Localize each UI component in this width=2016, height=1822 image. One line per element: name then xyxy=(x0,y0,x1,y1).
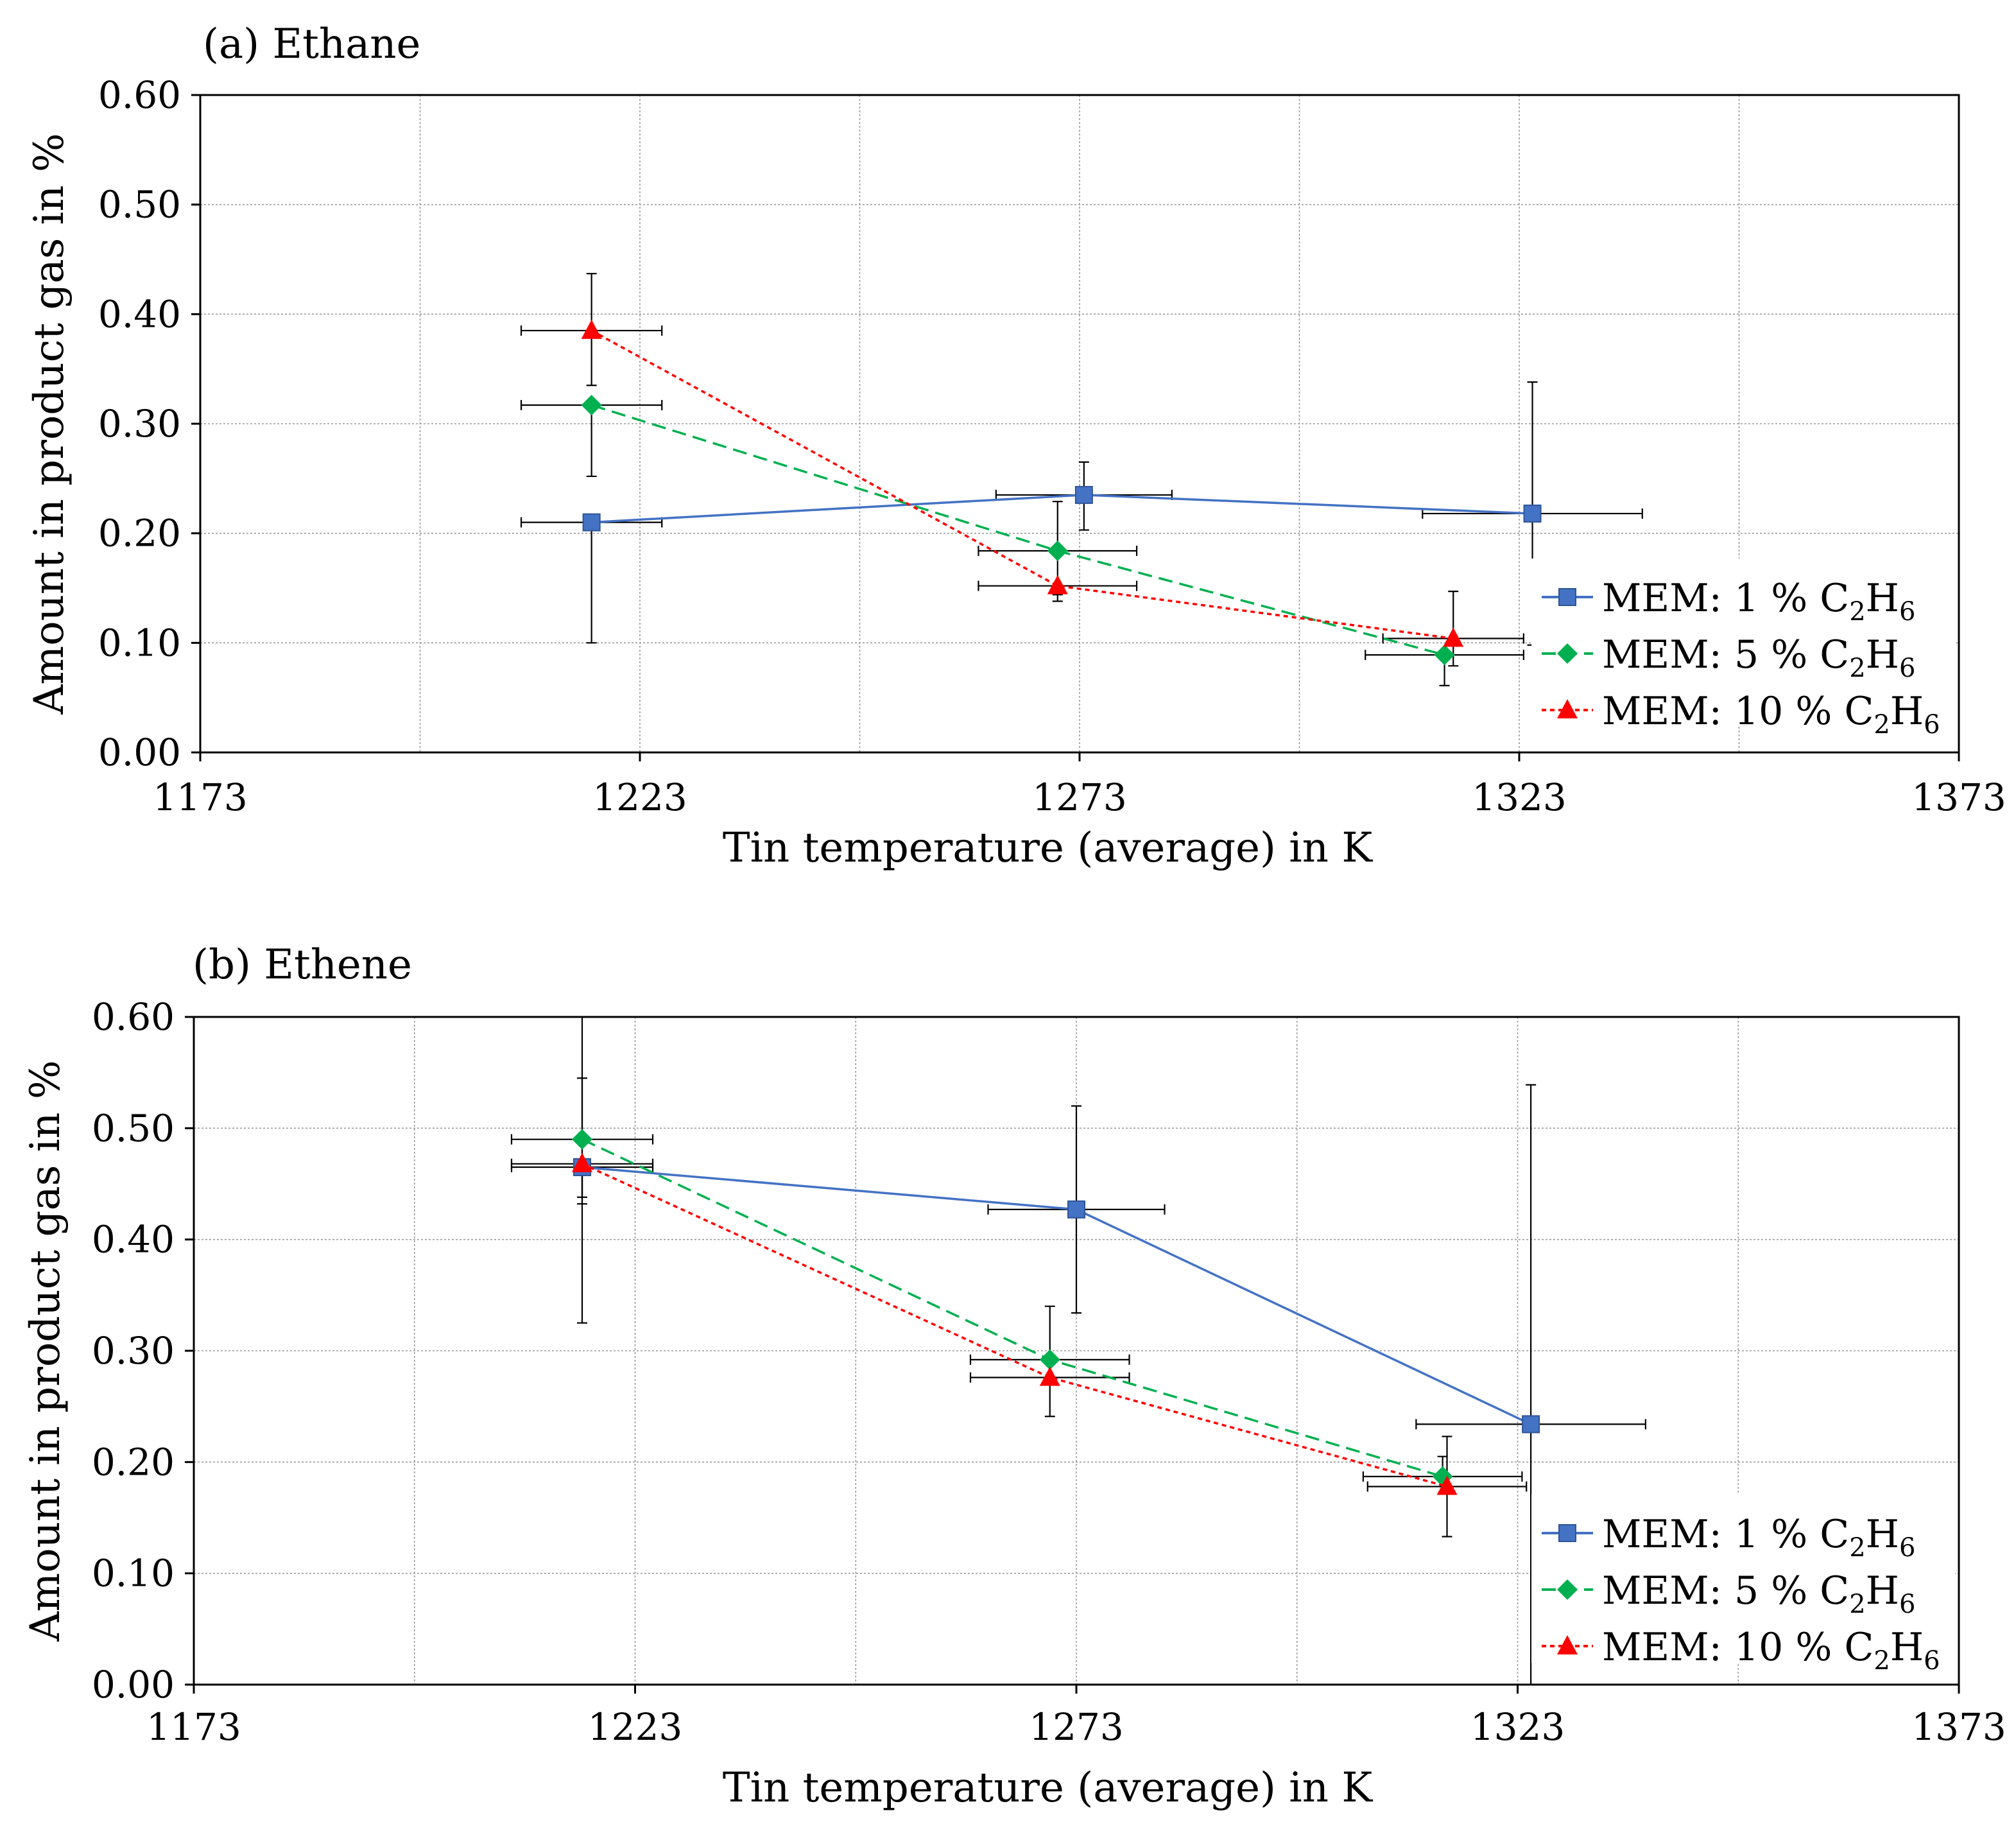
series-line xyxy=(582,1163,1447,1488)
legend-subscript: 6 xyxy=(1899,1533,1915,1563)
y-axis-label-ethene: Amount in product gas in % xyxy=(22,1060,69,1642)
legend-subscript: 2 xyxy=(1849,654,1865,683)
data-point xyxy=(572,1129,592,1150)
legend-subscript: 6 xyxy=(1924,1646,1940,1676)
data-point xyxy=(1047,540,1068,561)
x-tick-label: 1273 xyxy=(1032,776,1127,819)
data-point xyxy=(1434,645,1455,666)
y-tick-label: 0.60 xyxy=(92,995,175,1039)
data-point xyxy=(1074,485,1093,504)
legend-label: MEM: 10 % C2H6 xyxy=(1602,1625,1940,1676)
legend-label: MEM: 10 % C2H6 xyxy=(1602,689,1940,740)
series-square xyxy=(582,485,1542,532)
legend-marker xyxy=(1558,1524,1576,1542)
legend-subscript: 2 xyxy=(1874,710,1890,740)
x-tick-label: 1373 xyxy=(1911,1705,2006,1749)
legend-text: MEM: 10 % C xyxy=(1602,1625,1874,1670)
x-tick-label: 1323 xyxy=(1470,1705,1565,1749)
y-tick-label: 0.50 xyxy=(92,1106,175,1150)
legend-subscript: 2 xyxy=(1849,1590,1865,1619)
legend-marker xyxy=(1557,1579,1578,1600)
y-tick-label: 0.20 xyxy=(92,1440,175,1484)
x-tick-label: 1223 xyxy=(592,776,687,819)
series-triangle xyxy=(572,1152,1458,1495)
y-axis-label-ethane: Amount in product gas in % xyxy=(26,133,73,715)
panel-title-ethene: (b) Ethene xyxy=(193,941,412,989)
data-point xyxy=(1443,627,1464,647)
legend-text: MEM: 1 % C xyxy=(1602,576,1849,621)
data-point xyxy=(1067,1200,1085,1219)
data-point xyxy=(1039,1349,1060,1370)
data-point xyxy=(1522,1415,1540,1434)
y-tick-label: 0.40 xyxy=(98,292,181,336)
data-point xyxy=(1047,575,1068,594)
x-tick-label: 1323 xyxy=(1472,776,1567,819)
legend-subscript: 2 xyxy=(1849,1533,1865,1563)
y-tick-label: 0.20 xyxy=(98,512,181,555)
x-tick-label: 1223 xyxy=(588,1705,683,1749)
panel-title-ethane: (a) Ethane xyxy=(203,21,420,68)
y-tick-label: 0.10 xyxy=(98,621,181,664)
legend-label: MEM: 5 % C2H6 xyxy=(1602,1568,1915,1619)
legend-subscript: 6 xyxy=(1899,597,1915,627)
legend-text: H xyxy=(1890,1625,1924,1670)
legend-text: MEM: 10 % C xyxy=(1602,689,1874,734)
legend-text: H xyxy=(1890,689,1924,734)
x-tick-label: 1273 xyxy=(1029,1705,1124,1749)
x-tick-label: 1173 xyxy=(153,776,248,819)
y-tick-label: 0.50 xyxy=(98,183,181,227)
legend-subscript: 2 xyxy=(1874,1646,1890,1676)
data-point xyxy=(1523,504,1542,523)
panel-ethene: (b) Ethene Amount in product gas in % Ti… xyxy=(22,941,2006,1812)
legend-text: H xyxy=(1866,576,1899,621)
legend-subscript: 2 xyxy=(1849,597,1865,627)
legend-subscript: 6 xyxy=(1924,710,1940,740)
y-tick-label: 0.10 xyxy=(92,1552,175,1595)
legend-marker xyxy=(1557,699,1578,718)
y-tick-label: 0.60 xyxy=(98,73,181,117)
data-point xyxy=(581,394,602,415)
legend-background xyxy=(1531,1495,1955,1663)
data-point xyxy=(1436,1475,1458,1495)
data-point xyxy=(1039,1366,1060,1386)
panel-ethane: (a) Ethane Amount in product gas in % Ti… xyxy=(26,21,2006,872)
legend-text: MEM: 5 % C xyxy=(1602,632,1849,677)
legend-subscript: 6 xyxy=(1899,1590,1915,1619)
x-tick-label: 1373 xyxy=(1911,776,2006,819)
x-axis-label-ethane: Tin temperature (average) in K xyxy=(723,824,1373,872)
series-diamond xyxy=(581,394,1455,666)
legend-background xyxy=(1531,559,1955,727)
data-point xyxy=(582,513,601,532)
legend-subscript: 6 xyxy=(1899,654,1915,683)
legend-marker xyxy=(1557,1635,1578,1654)
x-axis-label-ethene: Tin temperature (average) in K xyxy=(723,1764,1373,1812)
legend-text: MEM: 5 % C xyxy=(1602,1568,1849,1613)
series-triangle xyxy=(581,319,1464,647)
y-tick-label: 0.30 xyxy=(92,1329,175,1373)
legend-marker xyxy=(1558,588,1576,606)
legend-text: MEM: 1 % C xyxy=(1602,1512,1849,1557)
legend-label: MEM: 5 % C2H6 xyxy=(1602,632,1915,683)
y-tick-label: 0.40 xyxy=(92,1218,175,1262)
series-line xyxy=(590,329,1454,640)
legend-label: MEM: 1 % C2H6 xyxy=(1602,1512,1915,1563)
y-tick-label: 0.00 xyxy=(92,1663,175,1706)
x-tick-label: 1173 xyxy=(146,1705,241,1749)
data-point xyxy=(581,319,602,339)
data-point xyxy=(572,1152,592,1172)
legend-text: H xyxy=(1866,1512,1899,1557)
legend-marker xyxy=(1557,643,1578,664)
legend-label: MEM: 1 % C2H6 xyxy=(1602,576,1915,627)
legend-text: H xyxy=(1866,1568,1899,1613)
y-tick-label: 0.30 xyxy=(98,402,181,446)
legend-text: H xyxy=(1866,632,1899,677)
y-tick-label: 0.00 xyxy=(98,731,181,774)
